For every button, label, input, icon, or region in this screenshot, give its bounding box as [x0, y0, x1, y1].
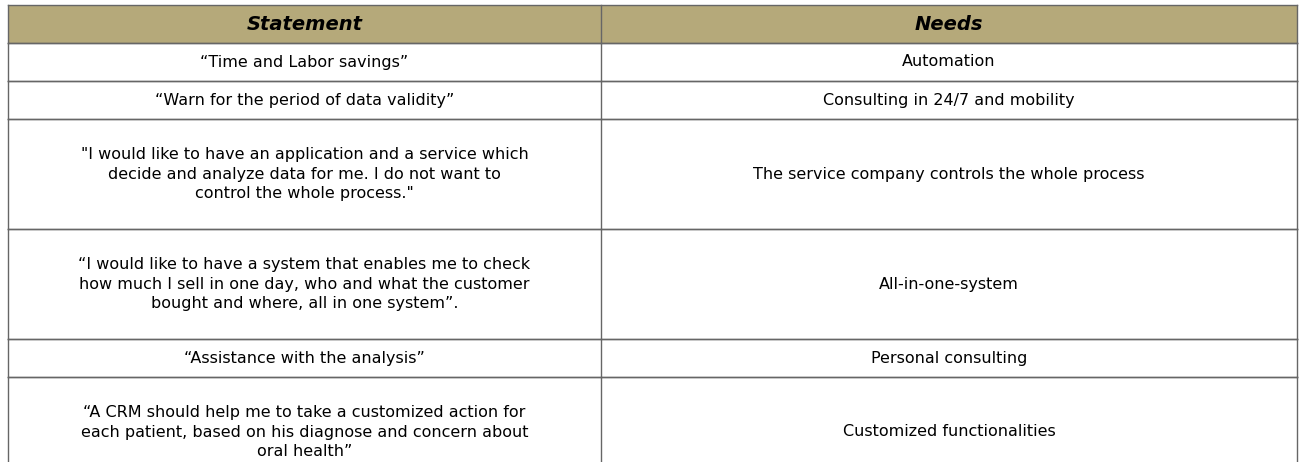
Text: Personal consulting: Personal consulting: [870, 351, 1027, 365]
Bar: [8, 119, 1297, 229]
Bar: [8, 81, 1297, 119]
Text: The service company controls the whole process: The service company controls the whole p…: [753, 166, 1144, 182]
Bar: [8, 377, 1297, 462]
Text: Automation: Automation: [902, 55, 996, 69]
Text: Consulting in 24/7 and mobility: Consulting in 24/7 and mobility: [823, 92, 1075, 108]
Text: “Time and Labor savings”: “Time and Labor savings”: [201, 55, 408, 69]
Bar: [8, 229, 1297, 339]
Text: Customized functionalities: Customized functionalities: [843, 425, 1056, 439]
Text: “Assistance with the analysis”: “Assistance with the analysis”: [184, 351, 425, 365]
Text: "I would like to have an application and a service which
decide and analyze data: "I would like to have an application and…: [81, 147, 529, 201]
Bar: [8, 43, 1297, 81]
Text: All-in-one-system: All-in-one-system: [880, 276, 1019, 292]
Text: “A CRM should help me to take a customized action for
each patient, based on his: “A CRM should help me to take a customiz…: [81, 405, 529, 459]
Text: Needs: Needs: [915, 14, 983, 34]
Bar: [8, 339, 1297, 377]
Text: “I would like to have a system that enables me to check
how much I sell in one d: “I would like to have a system that enab…: [78, 257, 531, 311]
Text: Statement: Statement: [247, 14, 363, 34]
Text: “Warn for the period of data validity”: “Warn for the period of data validity”: [155, 92, 454, 108]
Bar: [8, 5, 1297, 43]
